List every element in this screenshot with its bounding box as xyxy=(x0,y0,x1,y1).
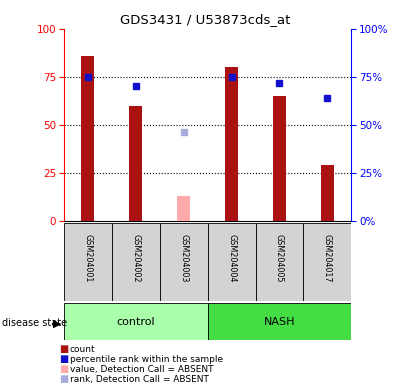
Text: ■: ■ xyxy=(59,364,68,374)
Bar xyxy=(256,223,303,301)
Text: ▶: ▶ xyxy=(53,318,62,328)
Text: GDS3431 / U53873cds_at: GDS3431 / U53873cds_at xyxy=(120,13,291,26)
Text: ■: ■ xyxy=(59,344,68,354)
Text: GSM204017: GSM204017 xyxy=(323,234,332,282)
Bar xyxy=(225,67,238,221)
Bar xyxy=(208,223,256,301)
Bar xyxy=(273,96,286,221)
Text: count: count xyxy=(70,345,95,354)
Text: GSM204005: GSM204005 xyxy=(275,234,284,282)
Bar xyxy=(159,223,208,301)
Bar xyxy=(129,106,142,221)
Text: GSM204002: GSM204002 xyxy=(131,234,140,282)
Bar xyxy=(208,303,351,340)
Text: control: control xyxy=(116,316,155,327)
Text: percentile rank within the sample: percentile rank within the sample xyxy=(70,355,223,364)
Bar xyxy=(112,223,159,301)
Bar xyxy=(303,223,351,301)
Bar xyxy=(81,56,95,221)
Text: NASH: NASH xyxy=(264,316,295,327)
Text: ■: ■ xyxy=(59,354,68,364)
Text: disease state: disease state xyxy=(2,318,67,328)
Text: value, Detection Call = ABSENT: value, Detection Call = ABSENT xyxy=(70,365,213,374)
Bar xyxy=(64,223,112,301)
Bar xyxy=(64,303,208,340)
Bar xyxy=(321,165,334,221)
Bar xyxy=(177,196,190,221)
Text: GSM204004: GSM204004 xyxy=(227,234,236,282)
Text: rank, Detection Call = ABSENT: rank, Detection Call = ABSENT xyxy=(70,375,209,384)
Text: GSM204003: GSM204003 xyxy=(179,234,188,282)
Text: GSM204001: GSM204001 xyxy=(83,234,92,282)
Text: ■: ■ xyxy=(59,374,68,384)
